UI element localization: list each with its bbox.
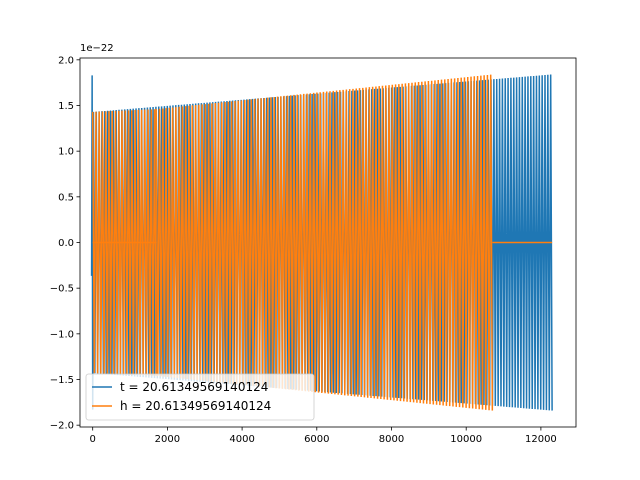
y-tick-label: 1.5 (58, 101, 74, 112)
x-tick-label: 0 (90, 434, 96, 445)
y-scale-label: 1e−22 (80, 43, 114, 54)
y-tick-label: −1.0 (50, 329, 74, 340)
y-tick-label: −1.5 (50, 375, 74, 386)
series-layer (90, 74, 553, 411)
x-tick-label: 4000 (229, 434, 254, 445)
x-tick-label: 10000 (450, 434, 482, 445)
legend-label: h = 20.61349569140124 (120, 399, 271, 413)
x-tick-label: 8000 (379, 434, 404, 445)
legend-box (85, 373, 315, 421)
y-tick-label: −0.5 (50, 284, 74, 295)
series-h (91, 74, 553, 411)
y-tick-label: 0.5 (58, 192, 74, 203)
legend: t = 20.61349569140124 h = 20.613495691401… (85, 373, 315, 421)
y-tick-label: 1.0 (58, 147, 74, 158)
x-tick-label: 6000 (304, 434, 329, 445)
y-tick-label: 2.0 (58, 55, 74, 66)
series-line-1-1 (155, 74, 494, 411)
y-tick-label: −2.0 (50, 421, 74, 432)
plot-area (90, 74, 553, 411)
x-tick-label: 2000 (155, 434, 180, 445)
y-tick-label: 0.0 (58, 238, 74, 249)
series-line-0-0 (90, 75, 95, 410)
legend-label: t = 20.61349569140124 (120, 380, 268, 394)
x-tick-label: 12000 (525, 434, 557, 445)
axes: 0 2000 4000 6000 8000 10000 12000 −2.0 −1.5 −1.0 −… (50, 55, 577, 445)
